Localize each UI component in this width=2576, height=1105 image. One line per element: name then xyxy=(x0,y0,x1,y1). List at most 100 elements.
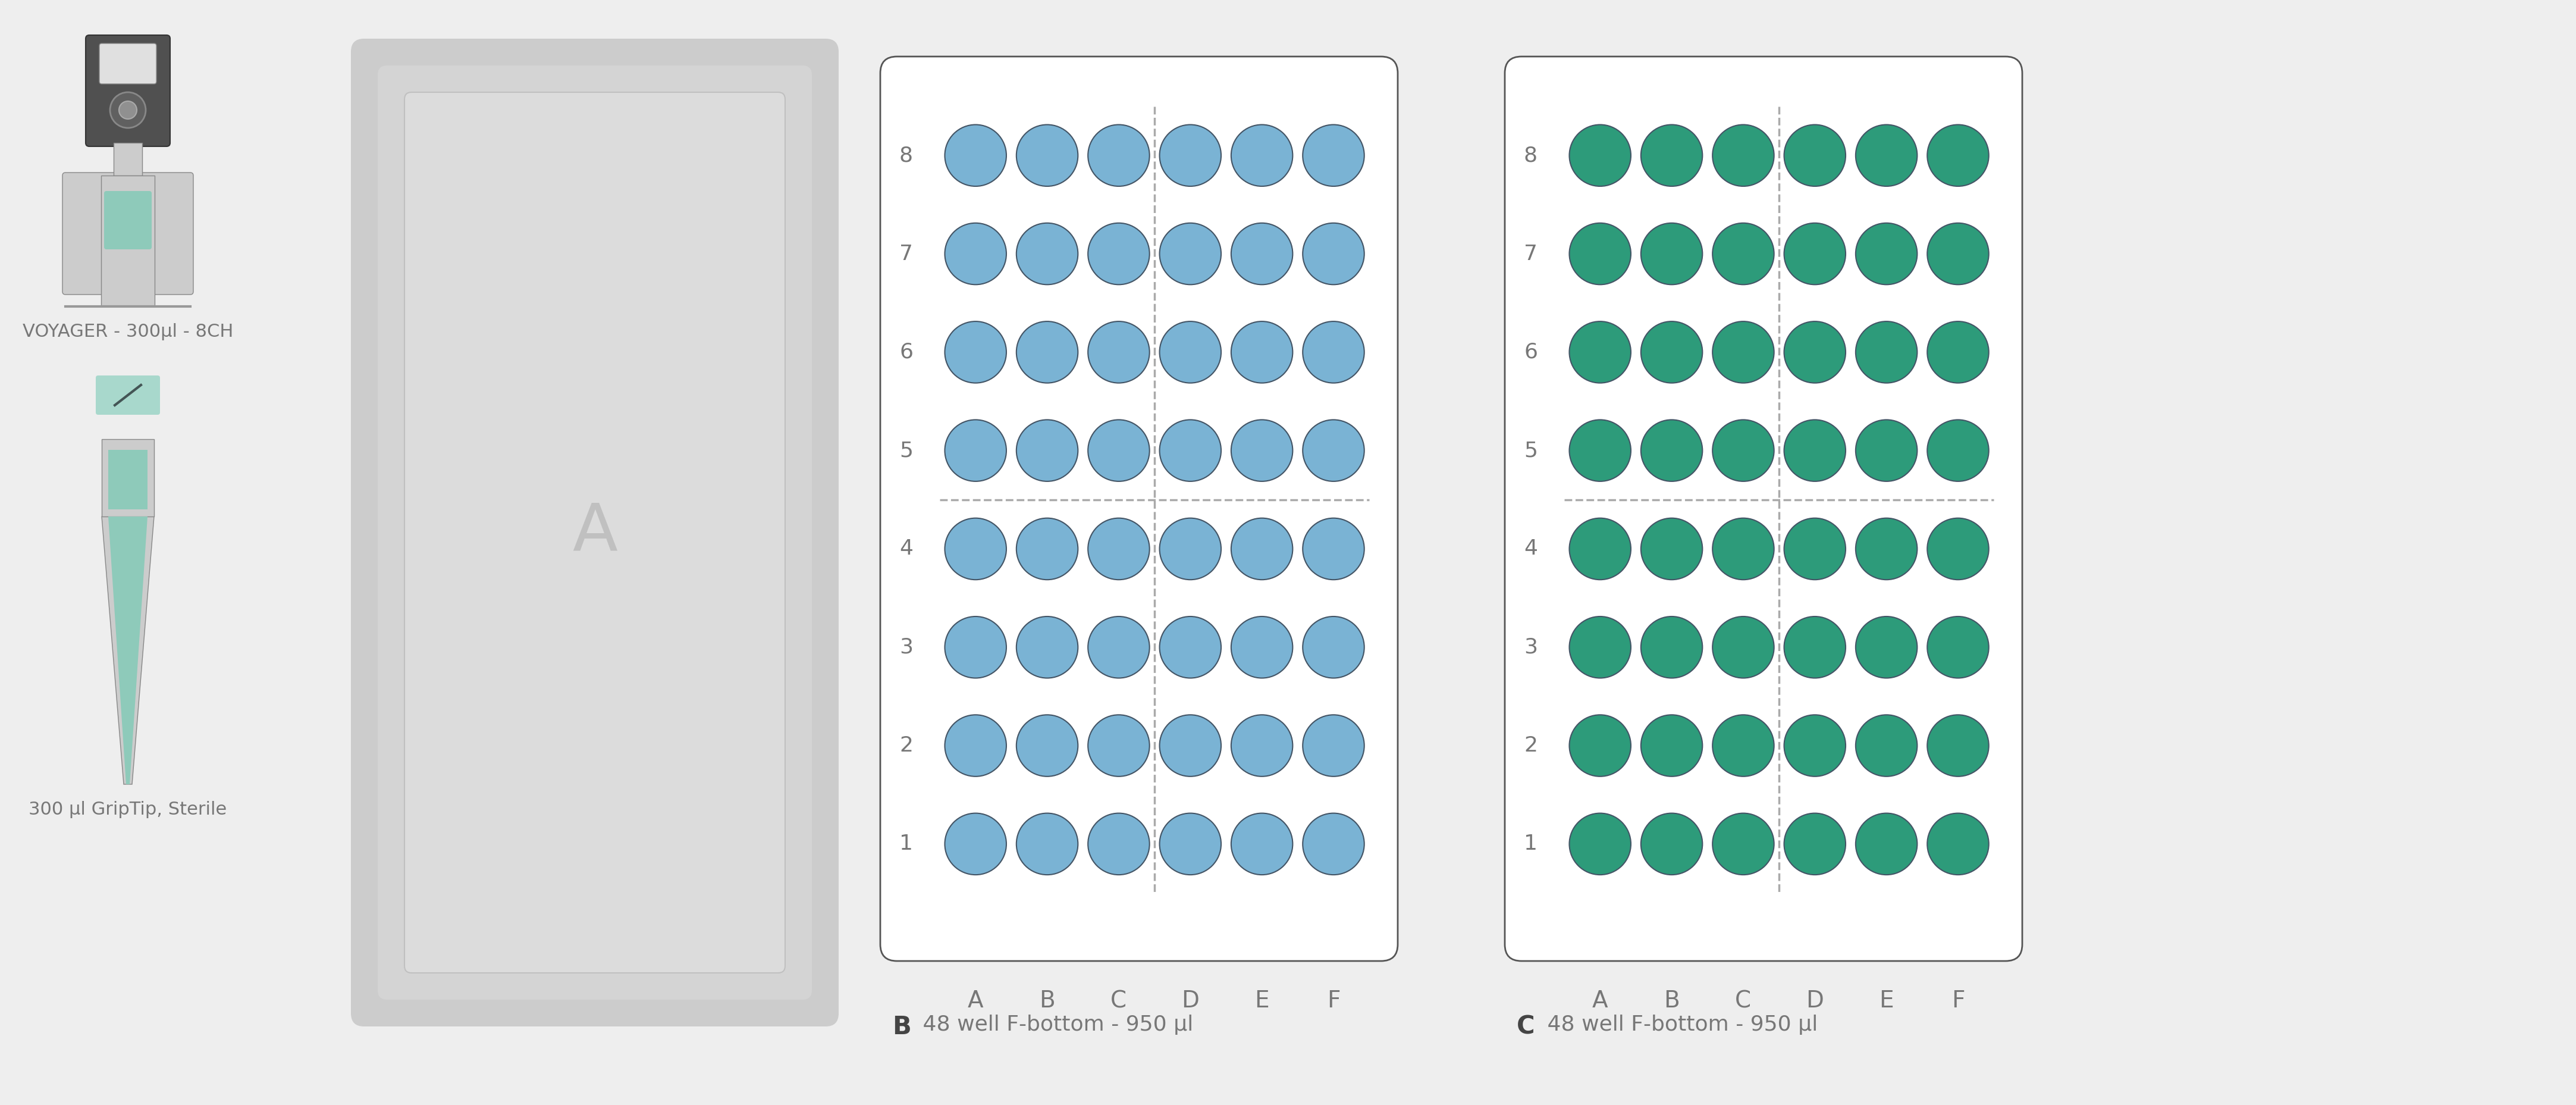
Circle shape xyxy=(1159,518,1221,580)
Circle shape xyxy=(1018,223,1077,285)
Circle shape xyxy=(1087,518,1149,580)
Circle shape xyxy=(1713,322,1775,383)
FancyBboxPatch shape xyxy=(62,172,193,295)
Text: 4: 4 xyxy=(1525,539,1538,559)
Circle shape xyxy=(1927,223,1989,285)
FancyBboxPatch shape xyxy=(404,92,786,972)
Circle shape xyxy=(1018,322,1077,383)
Circle shape xyxy=(1159,223,1221,285)
Circle shape xyxy=(118,102,137,119)
Circle shape xyxy=(1569,617,1631,678)
Text: 6: 6 xyxy=(899,343,912,362)
Circle shape xyxy=(1927,617,1989,678)
Circle shape xyxy=(1713,617,1775,678)
Circle shape xyxy=(1569,223,1631,285)
Text: 3: 3 xyxy=(1525,638,1538,657)
Text: F: F xyxy=(1327,990,1340,1012)
FancyBboxPatch shape xyxy=(103,191,152,250)
Circle shape xyxy=(1855,322,1917,383)
Circle shape xyxy=(1927,518,1989,580)
Circle shape xyxy=(1569,518,1631,580)
Circle shape xyxy=(1641,125,1703,187)
Circle shape xyxy=(1231,322,1293,383)
FancyBboxPatch shape xyxy=(881,56,1399,961)
Circle shape xyxy=(1641,715,1703,777)
Circle shape xyxy=(1927,420,1989,482)
Circle shape xyxy=(1018,715,1077,777)
Circle shape xyxy=(945,125,1007,187)
Text: 5: 5 xyxy=(899,441,912,461)
Text: E: E xyxy=(1255,990,1270,1012)
Circle shape xyxy=(1087,223,1149,285)
Text: B: B xyxy=(1664,990,1680,1012)
Circle shape xyxy=(1785,813,1844,875)
Circle shape xyxy=(1087,420,1149,482)
Text: B: B xyxy=(891,1014,912,1040)
Circle shape xyxy=(1087,617,1149,678)
Text: D: D xyxy=(1182,990,1200,1012)
Circle shape xyxy=(1159,420,1221,482)
Text: VOYAGER - 300µl - 8CH: VOYAGER - 300µl - 8CH xyxy=(23,323,234,340)
Circle shape xyxy=(1231,715,1293,777)
Circle shape xyxy=(1087,322,1149,383)
Circle shape xyxy=(945,617,1007,678)
Text: E: E xyxy=(1878,990,1893,1012)
Circle shape xyxy=(1018,518,1077,580)
Circle shape xyxy=(1018,813,1077,875)
Circle shape xyxy=(1641,813,1703,875)
Circle shape xyxy=(1569,813,1631,875)
Circle shape xyxy=(1641,420,1703,482)
Circle shape xyxy=(1303,715,1365,777)
Circle shape xyxy=(1303,420,1365,482)
FancyBboxPatch shape xyxy=(350,39,840,1027)
Text: D: D xyxy=(1806,990,1824,1012)
Text: B: B xyxy=(1038,990,1056,1012)
Circle shape xyxy=(1569,125,1631,187)
Circle shape xyxy=(1303,518,1365,580)
Circle shape xyxy=(1713,420,1775,482)
Circle shape xyxy=(1855,125,1917,187)
Circle shape xyxy=(1785,715,1844,777)
Circle shape xyxy=(1018,617,1077,678)
Polygon shape xyxy=(108,516,147,785)
Text: 8: 8 xyxy=(899,146,912,166)
Circle shape xyxy=(1927,715,1989,777)
Circle shape xyxy=(1303,125,1365,187)
Text: 2: 2 xyxy=(1525,736,1538,756)
Circle shape xyxy=(945,813,1007,875)
FancyBboxPatch shape xyxy=(1504,56,2022,961)
Circle shape xyxy=(1231,420,1293,482)
Circle shape xyxy=(1231,223,1293,285)
Circle shape xyxy=(1018,420,1077,482)
Text: F: F xyxy=(1950,990,1965,1012)
Circle shape xyxy=(1713,125,1775,187)
Circle shape xyxy=(1927,813,1989,875)
Text: 8: 8 xyxy=(1525,146,1538,166)
Circle shape xyxy=(945,420,1007,482)
Text: 7: 7 xyxy=(899,244,912,264)
Circle shape xyxy=(1159,813,1221,875)
Circle shape xyxy=(945,322,1007,383)
FancyBboxPatch shape xyxy=(379,65,811,1000)
Circle shape xyxy=(1641,518,1703,580)
Circle shape xyxy=(1569,715,1631,777)
Circle shape xyxy=(1641,617,1703,678)
Circle shape xyxy=(1087,715,1149,777)
Bar xyxy=(108,450,147,509)
Circle shape xyxy=(1641,322,1703,383)
Text: 1: 1 xyxy=(899,834,912,854)
Circle shape xyxy=(1855,617,1917,678)
Circle shape xyxy=(1785,223,1844,285)
Circle shape xyxy=(1785,322,1844,383)
Circle shape xyxy=(1641,223,1703,285)
Text: 48 well F-bottom - 950 µl: 48 well F-bottom - 950 µl xyxy=(917,1014,1193,1034)
Circle shape xyxy=(1855,813,1917,875)
Circle shape xyxy=(1713,715,1775,777)
Text: 5: 5 xyxy=(1525,441,1538,461)
FancyBboxPatch shape xyxy=(85,35,170,146)
Text: C: C xyxy=(1517,1014,1535,1040)
Text: 300 µl GripTip, Sterile: 300 µl GripTip, Sterile xyxy=(28,801,227,818)
Circle shape xyxy=(945,518,1007,580)
Circle shape xyxy=(1855,518,1917,580)
Polygon shape xyxy=(100,516,155,785)
